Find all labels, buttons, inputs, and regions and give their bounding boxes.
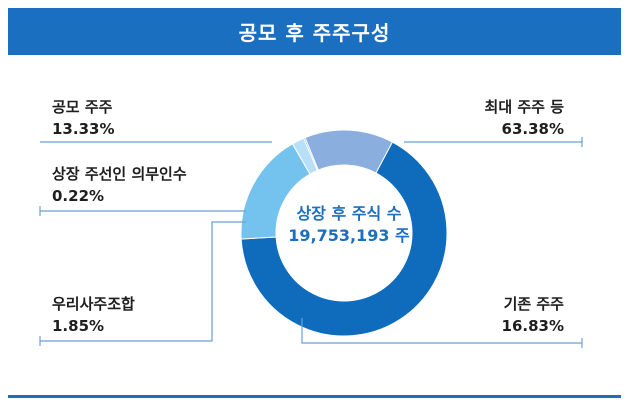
slice-label: 최대 주주 등	[484, 98, 564, 116]
slice-label: 상장 주선인 의무인수	[52, 165, 187, 183]
leader-line-existing	[301, 318, 582, 344]
label-underwriter: 상장 주선인 의무인수 0.22%	[52, 163, 187, 207]
title-bar: 공모 후 주주구성	[8, 8, 621, 55]
label-public-offering: 공모 주주 13.33%	[52, 96, 114, 140]
leader-line-esop	[40, 221, 246, 342]
donut-hole	[276, 165, 412, 301]
slice-value: 13.33%	[52, 120, 115, 138]
slice-value: 63.38%	[501, 120, 564, 138]
slice-label: 공모 주주	[52, 98, 113, 116]
slice-value: 0.22%	[52, 187, 105, 205]
label-existing-shareholder: 기존 주주 16.83%	[430, 293, 564, 337]
label-esop: 우리사주조합 1.85%	[52, 293, 135, 337]
slice-value: 1.85%	[52, 317, 105, 335]
slice-value: 16.83%	[501, 317, 564, 335]
center-label: 상장 후 주식 수 19,753,193 주	[264, 203, 434, 247]
center-line-1: 상장 후 주식 수	[296, 204, 402, 223]
slice-label: 우리사주조합	[52, 295, 135, 313]
bottom-divider	[8, 395, 621, 398]
label-major-shareholder: 최대 주주 등 63.38%	[430, 96, 564, 140]
center-line-2: 19,753,193 주	[288, 226, 410, 245]
slice-label: 기존 주주	[503, 295, 564, 313]
chart-title: 공모 후 주주구성	[238, 21, 391, 45]
